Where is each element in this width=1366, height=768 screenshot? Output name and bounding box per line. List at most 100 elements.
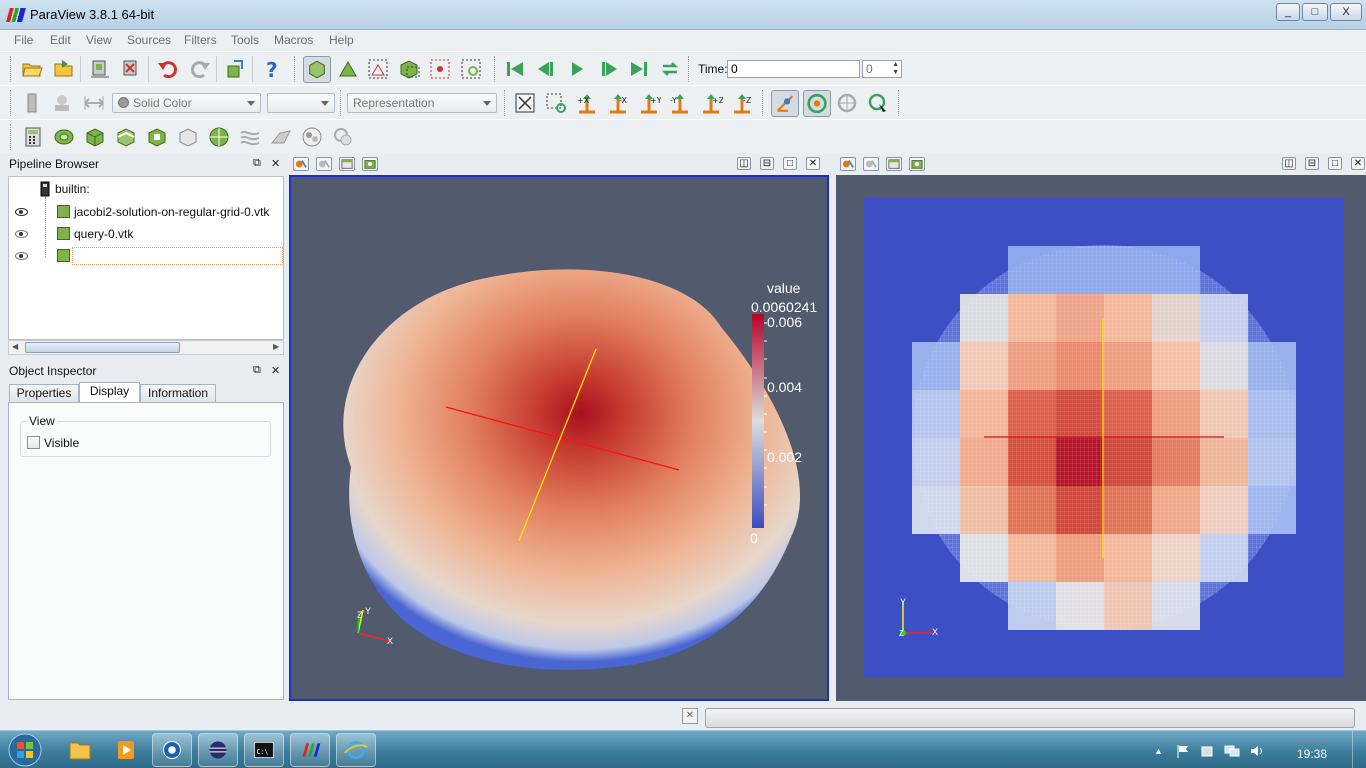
scrollbar-thumb[interactable]: [25, 342, 180, 353]
start-button-icon[interactable]: [6, 732, 44, 768]
connect-icon[interactable]: [88, 57, 112, 81]
left-render-view[interactable]: value 0.0060241 0.006 0.004 0.002 0 X Y …: [289, 175, 829, 701]
right-render-view[interactable]: X Y Z: [836, 175, 1366, 701]
close-panel-icon[interactable]: ✕: [271, 158, 281, 170]
tab-display[interactable]: Display: [79, 382, 140, 403]
network-icon[interactable]: [1224, 744, 1240, 758]
glyph-icon[interactable]: [207, 125, 231, 149]
clip-icon[interactable]: [83, 125, 107, 149]
volume-icon[interactable]: [1249, 744, 1265, 758]
capture-view-icon[interactable]: [293, 157, 309, 171]
view-plus-x-icon[interactable]: +X: [575, 91, 599, 115]
first-frame-icon[interactable]: [503, 57, 527, 81]
view-minus-y-icon[interactable]: -Y: [668, 91, 692, 115]
tab-information[interactable]: Information: [140, 384, 216, 403]
view-properties-icon[interactable]: [339, 157, 355, 171]
show-center-icon[interactable]: [803, 90, 831, 117]
right-render-canvas[interactable]: X Y Z: [836, 175, 1366, 701]
close-view-icon[interactable]: ✕: [1351, 157, 1365, 170]
extract-subset-icon[interactable]: [176, 125, 200, 149]
minimize-button[interactable]: _: [1276, 3, 1300, 21]
menu-view[interactable]: View: [86, 33, 112, 47]
view-minus-x-icon[interactable]: -X: [606, 91, 630, 115]
eye-visible-icon[interactable]: [15, 208, 28, 216]
last-frame-icon[interactable]: [627, 57, 651, 81]
menu-filters[interactable]: Filters: [184, 33, 217, 47]
menu-file[interactable]: File: [14, 33, 34, 47]
tab-properties[interactable]: Properties: [9, 384, 79, 403]
split-horizontal-icon[interactable]: ◫: [737, 157, 751, 170]
eye-hidden-icon[interactable]: [15, 230, 28, 238]
action-center-flag-icon[interactable]: [1176, 744, 1190, 758]
disconnect-icon[interactable]: [119, 57, 143, 81]
component-dropdown[interactable]: [267, 93, 335, 113]
pipeline-horizontal-scrollbar[interactable]: ◀ ▶: [8, 340, 284, 355]
split-vertical-icon[interactable]: ⊟: [760, 157, 774, 170]
maximize-button[interactable]: □: [1302, 3, 1328, 21]
menu-macros[interactable]: Macros: [274, 33, 314, 47]
device-icon[interactable]: [1200, 744, 1214, 758]
menu-tools[interactable]: Tools: [231, 33, 260, 47]
group-datasets-icon[interactable]: [300, 125, 324, 149]
spinbox-arrows-icon[interactable]: ▲ ▼: [892, 61, 899, 76]
tree-row-builtin[interactable]: builtin:: [9, 179, 283, 199]
camera-settings-icon[interactable]: [362, 157, 378, 171]
open-file-icon[interactable]: [20, 57, 44, 81]
warp-by-vector-icon[interactable]: [269, 125, 293, 149]
close-button[interactable]: X: [1330, 3, 1362, 21]
tree-row-item[interactable]: [9, 246, 283, 266]
scroll-left-icon[interactable]: ◀: [12, 342, 19, 351]
media-player-icon[interactable]: [106, 733, 146, 767]
redo-icon[interactable]: [188, 57, 212, 81]
loop-icon[interactable]: [658, 57, 682, 81]
select-points-icon[interactable]: [336, 57, 360, 81]
view-minus-z-icon[interactable]: -Z: [730, 91, 754, 115]
pick-center-icon[interactable]: [866, 91, 890, 115]
abort-icon[interactable]: ✕: [682, 708, 698, 724]
scroll-right-icon[interactable]: ▶: [273, 342, 280, 351]
show-orientation-axes-icon[interactable]: [771, 90, 799, 117]
interact-mode-icon[interactable]: [303, 56, 331, 83]
play-icon[interactable]: [565, 57, 589, 81]
zoom-to-box-icon[interactable]: [544, 91, 568, 115]
split-horizontal-icon[interactable]: ◫: [1282, 157, 1296, 170]
open-recent-icon[interactable]: [52, 57, 76, 81]
time-input[interactable]: 0: [727, 60, 860, 78]
internet-explorer-icon[interactable]: [336, 733, 376, 767]
next-frame-icon[interactable]: [596, 57, 620, 81]
float-panel-icon[interactable]: ⧉: [253, 157, 261, 169]
show-desktop-button[interactable]: [1352, 731, 1366, 768]
eclipse-icon[interactable]: [198, 733, 238, 767]
close-view-icon[interactable]: ✕: [806, 157, 820, 170]
menu-edit[interactable]: Edit: [50, 33, 71, 47]
edit-color-map-icon[interactable]: [50, 91, 74, 115]
capture-view-icon[interactable]: [840, 157, 856, 171]
slice-icon[interactable]: [114, 125, 138, 149]
contour-icon[interactable]: [52, 125, 76, 149]
view-properties-icon[interactable]: [886, 157, 902, 171]
select-frustum-icon[interactable]: [366, 57, 390, 81]
representation-dropdown[interactable]: Representation: [347, 93, 497, 113]
stream-tracer-icon[interactable]: [238, 125, 262, 149]
menu-sources[interactable]: Sources: [127, 33, 172, 47]
reset-camera-icon[interactable]: [513, 91, 537, 115]
left-render-canvas[interactable]: value 0.0060241 0.006 0.004 0.002 0 X Y …: [291, 177, 827, 699]
show-hidden-icons-icon[interactable]: ▲: [1154, 746, 1163, 756]
explorer-icon[interactable]: [60, 733, 100, 767]
visible-checkbox[interactable]: [27, 436, 40, 449]
browser-icon[interactable]: [152, 733, 192, 767]
pipeline-tree[interactable]: builtin: jacobi2-solution-on-regular-gri…: [8, 176, 284, 340]
lookmark-icon[interactable]: [863, 157, 879, 171]
camera-undo-icon[interactable]: [224, 57, 248, 81]
select-block-icon[interactable]: [397, 57, 421, 81]
lookmark-icon[interactable]: [316, 157, 332, 171]
split-vertical-icon[interactable]: ⊟: [1305, 157, 1319, 170]
view-plus-y-icon[interactable]: +Y: [637, 91, 661, 115]
maximize-view-icon[interactable]: □: [783, 157, 797, 170]
paraview-taskbar-icon[interactable]: [290, 733, 330, 767]
command-prompt-icon[interactable]: C:\: [244, 733, 284, 767]
float-panel-icon[interactable]: ⧉: [253, 364, 261, 376]
help-icon[interactable]: ?: [260, 57, 284, 81]
view-plus-z-icon[interactable]: +Z: [699, 91, 723, 115]
reset-center-icon[interactable]: [835, 91, 859, 115]
